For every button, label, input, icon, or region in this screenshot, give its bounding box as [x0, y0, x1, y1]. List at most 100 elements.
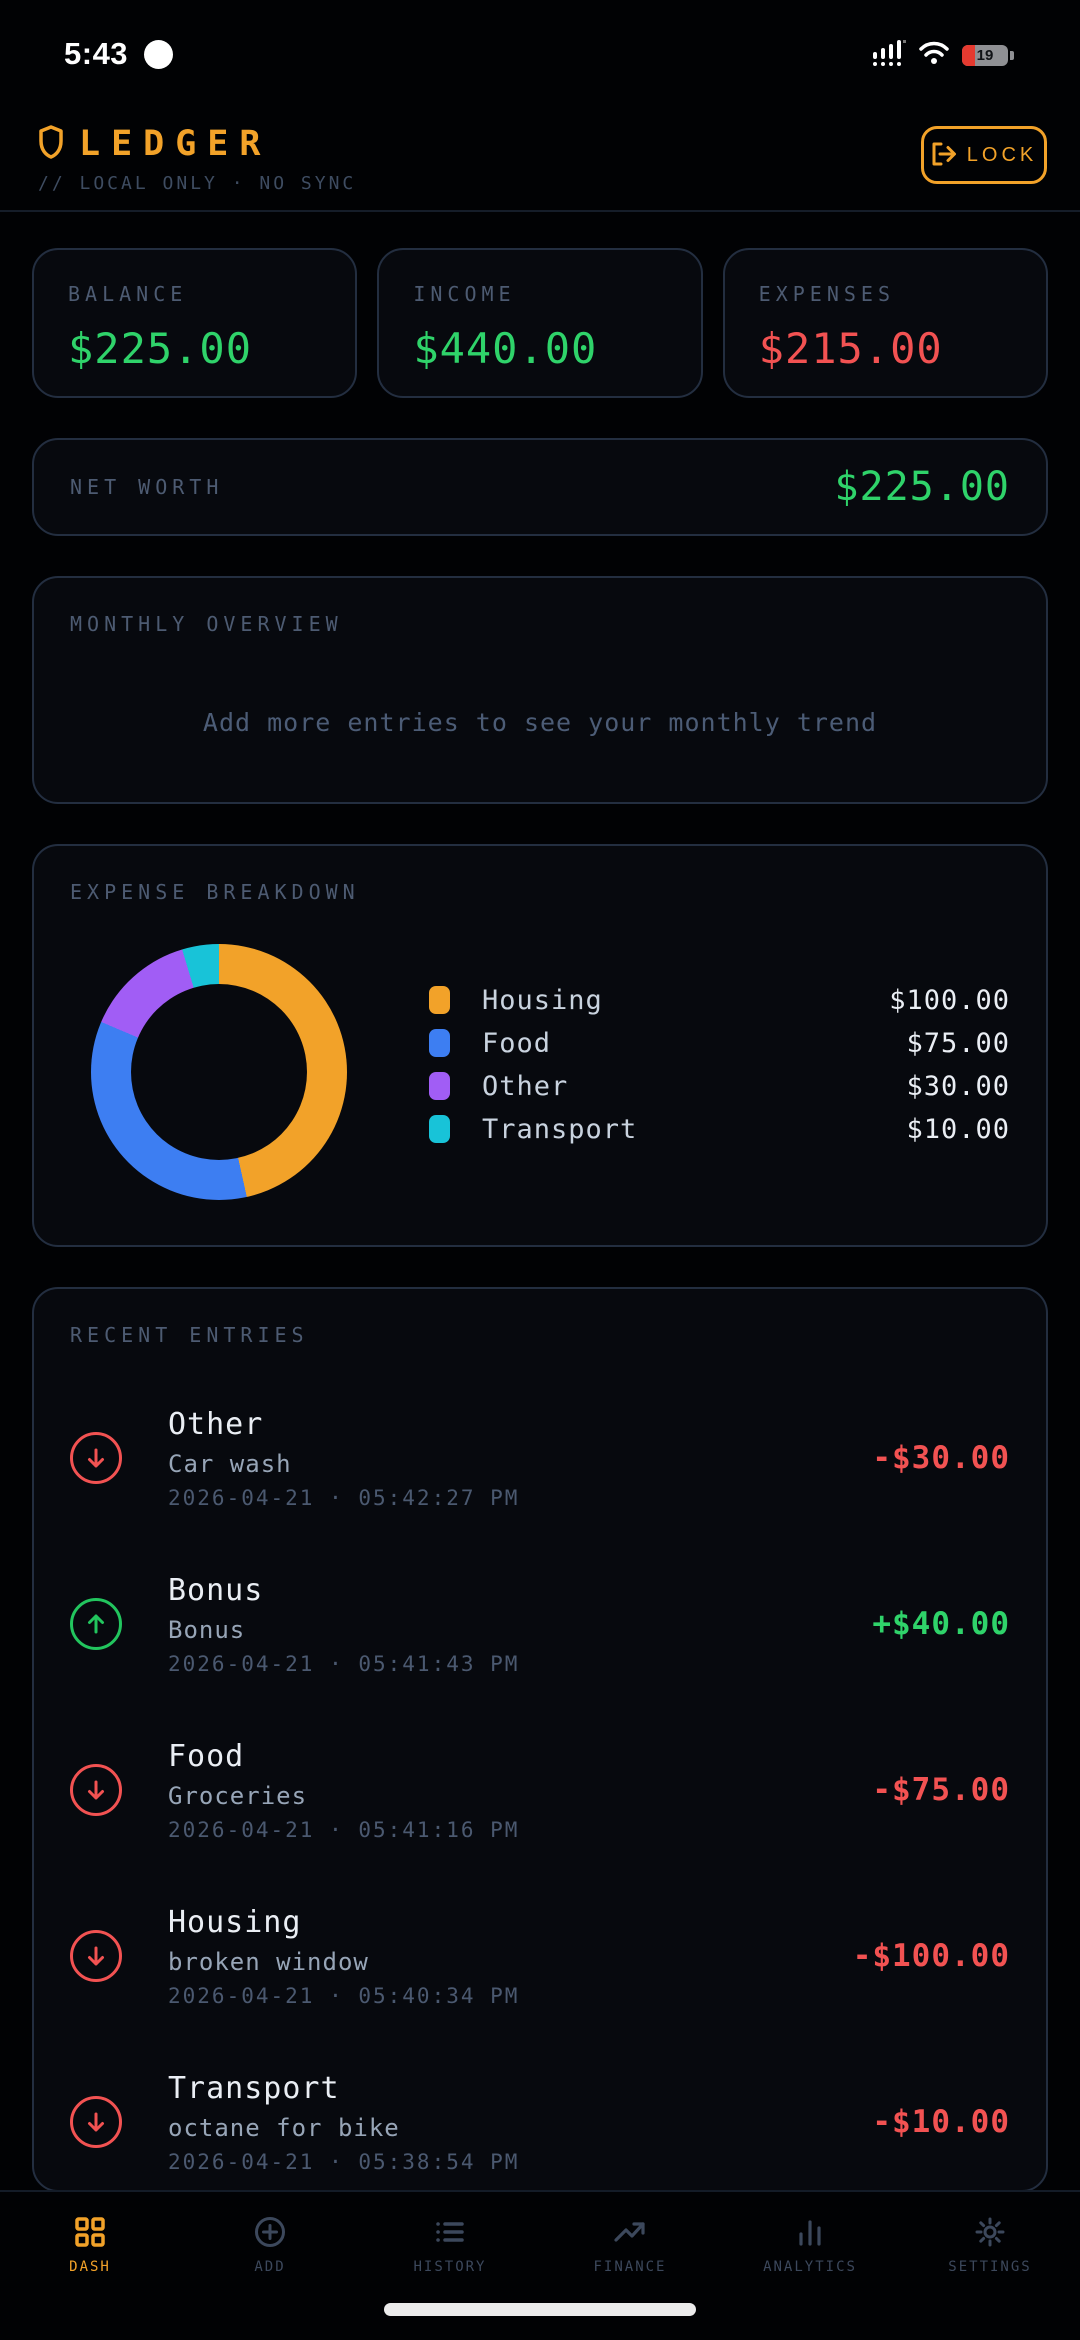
expense-breakdown-card: EXPENSE BREAKDOWN Housing $100.00 Food $… [32, 844, 1048, 1247]
monthly-overview-label: MONTHLY OVERVIEW [70, 612, 343, 636]
clock: 5:43 [64, 36, 129, 71]
net-worth-card: NET WORTH $225.00 [32, 438, 1048, 536]
recent-entries-card: RECENT ENTRIES Other Car wash 2026-04-21… [32, 1287, 1048, 2192]
plus-circle-icon [254, 2216, 286, 2248]
expense-legend: Housing $100.00 Food $75.00 Other $30.00… [429, 984, 1010, 1145]
entry-amount: -$30.00 [872, 1440, 1010, 1476]
entry-note: Groceries [168, 1781, 308, 1810]
trend-up-icon [613, 2216, 647, 2248]
list-item[interactable]: Food Groceries 2026-04-21 · 05:41:16 PM … [70, 1707, 1010, 1873]
legend-swatch [429, 986, 450, 1014]
entry-note: Car wash [168, 1449, 292, 1478]
entry-datetime: 2026-04-21 · 05:41:43 PM [168, 1651, 520, 1676]
expense-breakdown-label: EXPENSE BREAKDOWN [70, 880, 360, 904]
cellular-signal-alert-icon [872, 40, 906, 70]
legend-row: Other $30.00 [429, 1070, 1010, 1102]
balance-card: BALANCE $225.00 [32, 248, 358, 398]
lock-button-label: LOCK [966, 143, 1038, 166]
camera-cutout-dot [144, 39, 174, 69]
nav-item-add[interactable]: ADD [180, 2192, 360, 2340]
legend-swatch [429, 1115, 450, 1143]
wifi-icon [919, 41, 949, 69]
expenses-label: EXPENSES [758, 282, 895, 306]
legend-label: Housing [482, 984, 603, 1016]
nav-item-analytics[interactable]: ANALYTICS [720, 2192, 900, 2340]
entry-datetime: 2026-04-21 · 05:40:34 PM [168, 1983, 520, 2008]
bar-chart-icon [794, 2216, 826, 2248]
battery-icon: 19 [962, 44, 1014, 66]
monthly-overview-empty-message: Add more entries to see your monthly tre… [202, 708, 878, 737]
entry-datetime: 2026-04-21 · 05:38:54 PM [168, 2149, 520, 2174]
recent-entries-label: RECENT ENTRIES [70, 1323, 309, 1347]
app-tagline: // LOCAL ONLY · NO SYNC [38, 173, 357, 194]
app-title: LEDGER [79, 124, 272, 164]
entry-category: Food [168, 1738, 245, 1774]
dashboard-content: BALANCE $225.00 INCOME $440.00 EXPENSES … [32, 248, 1048, 2192]
income-value: $440.00 [413, 324, 598, 373]
entry-category: Housing [168, 1904, 302, 1940]
arrow-down-circle-icon [70, 2096, 122, 2148]
legend-value: $100.00 [889, 984, 1010, 1016]
logout-icon [931, 141, 957, 170]
arrow-down-circle-icon [70, 1764, 122, 1816]
legend-swatch [429, 1072, 450, 1100]
list-item[interactable]: Bonus Bonus 2026-04-21 · 05:41:43 PM +$4… [70, 1541, 1010, 1707]
legend-label: Other [482, 1070, 569, 1102]
nav-label-analytics: ANALYTICS [763, 2259, 857, 2275]
monthly-overview-card: MONTHLY OVERVIEW Add more entries to see… [32, 576, 1048, 804]
entry-datetime: 2026-04-21 · 05:41:16 PM [168, 1817, 520, 1842]
expenses-value: $215.00 [758, 324, 943, 373]
legend-value: $30.00 [906, 1070, 1010, 1102]
balance-value: $225.00 [68, 324, 253, 373]
expense-donut-chart [91, 944, 347, 1200]
legend-row: Housing $100.00 [429, 984, 1010, 1016]
entry-note: octane for bike [168, 2113, 400, 2142]
entry-amount: -$10.00 [872, 2104, 1010, 2140]
entry-amount: -$100.00 [852, 1938, 1010, 1974]
balance-label: BALANCE [68, 282, 188, 306]
bottom-nav: DASH ADD HISTORY [0, 2190, 1080, 2340]
legend-label: Food [482, 1027, 552, 1059]
home-indicator[interactable] [384, 2303, 696, 2316]
net-worth-value: $225.00 [834, 464, 1010, 510]
battery-percent: 19 [976, 46, 994, 64]
entry-category: Other [168, 1406, 264, 1442]
legend-label: Transport [482, 1113, 638, 1145]
entries-list: Other Car wash 2026-04-21 · 05:42:27 PM … [70, 1375, 1010, 2190]
list-item[interactable]: Housing broken window 2026-04-21 · 05:40… [70, 1873, 1010, 2039]
entry-note: Bonus [168, 1615, 246, 1644]
net-worth-label: NET WORTH [70, 475, 224, 499]
nav-item-finance[interactable]: FINANCE [540, 2192, 720, 2340]
nav-label-finance: FINANCE [593, 2259, 667, 2275]
nav-item-dash[interactable]: DASH [0, 2192, 180, 2340]
entry-note: broken window [168, 1947, 369, 1976]
entry-amount: +$40.00 [872, 1606, 1010, 1642]
entry-category: Transport [168, 2070, 340, 2106]
arrow-down-circle-icon [70, 1432, 122, 1484]
lock-button[interactable]: LOCK [921, 126, 1047, 184]
grid-icon [74, 2216, 106, 2248]
nav-item-history[interactable]: HISTORY [360, 2192, 540, 2340]
list-item[interactable]: Other Car wash 2026-04-21 · 05:42:27 PM … [70, 1375, 1010, 1541]
legend-row: Transport $10.00 [429, 1113, 1010, 1145]
income-label: INCOME [413, 282, 516, 306]
nav-label-add: ADD [254, 2259, 286, 2275]
list-item[interactable]: Transport octane for bike 2026-04-21 · 0… [70, 2039, 1010, 2190]
gear-icon [974, 2216, 1006, 2248]
battery-fill [962, 44, 975, 66]
nav-label-history: HISTORY [413, 2259, 487, 2275]
legend-swatch [429, 1029, 450, 1057]
income-card: INCOME $440.00 [377, 248, 703, 398]
nav-item-settings[interactable]: SETTINGS [900, 2192, 1080, 2340]
shield-icon [38, 125, 64, 163]
expenses-card: EXPENSES $215.00 [722, 248, 1048, 398]
nav-label-dash: DASH [69, 2259, 111, 2275]
arrow-up-circle-icon [70, 1598, 122, 1650]
entry-datetime: 2026-04-21 · 05:42:27 PM [168, 1485, 520, 1510]
arrow-down-circle-icon [70, 1930, 122, 1982]
status-bar: 5:43 [0, 0, 1080, 92]
nav-label-settings: SETTINGS [948, 2259, 1032, 2275]
entry-amount: -$75.00 [872, 1772, 1010, 1808]
legend-row: Food $75.00 [429, 1027, 1010, 1059]
